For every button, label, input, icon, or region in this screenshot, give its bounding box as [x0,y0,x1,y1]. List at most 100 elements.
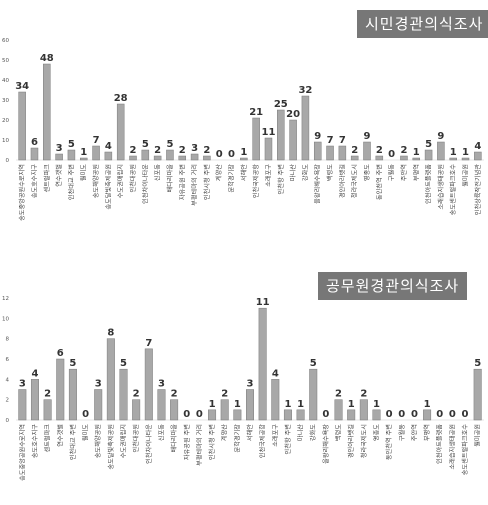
y-tick-label: 40 [2,78,9,84]
x-tick-label: 송도달빛축제공원 [107,424,115,470]
bar [55,153,63,161]
data-label: 1 [240,147,247,158]
data-label: 1 [234,399,241,410]
x-tick-label: 수도권매립지 [120,424,128,458]
bar [271,379,280,421]
y-tick-label: 30 [2,98,9,104]
bar [283,409,292,421]
data-label: 2 [360,389,367,400]
x-tick-label: 월미공원 [462,164,470,187]
x-tick-label: 송도중앙공원수로지역 [18,164,26,221]
x-tick-label: 구월동 [388,164,396,181]
data-label: 7 [327,135,334,146]
data-label: 4 [272,368,279,379]
bar [437,141,445,161]
x-tick-label: 소래습지생태공원 [437,164,445,210]
data-label: 9 [364,131,371,142]
bar [119,368,128,421]
x-tick-label: 강화도 [309,424,317,441]
x-tick-label: 문학경기장 [233,424,241,453]
data-label: 28 [114,93,128,104]
data-label: 5 [474,358,481,369]
data-label: 5 [120,358,127,369]
bar [129,155,137,161]
bar [252,117,260,161]
data-label: 1 [80,147,87,158]
y-tick-label: 0 [6,418,10,424]
bar [208,409,217,421]
x-tick-label: 송도달빛축제공원 [104,164,112,210]
x-tick-label: 인천아트플랫폼 [436,424,444,464]
x-tick-label: 신포동 [154,164,162,181]
x-tick-label: 계양산 [221,424,229,441]
data-label: 11 [262,127,276,138]
bar [233,409,242,421]
x-tick-label: 연수갯벌 [56,424,64,447]
data-label: 0 [322,409,329,420]
bar [92,145,100,161]
bar [132,399,141,421]
x-tick-label: 송도해양공원 [94,424,102,458]
data-label: 0 [411,409,418,420]
x-tick-label: 부평역 [423,424,431,441]
x-tick-label: 인천차이나타운 [141,164,149,204]
data-label: 1 [373,399,380,410]
x-tick-label: 청라국제도시 [360,424,368,458]
bar [116,103,125,161]
data-label: 1 [297,399,304,410]
chart-panel-official-survey: 0246810123송도중앙공원수로지역4송도호수지구2센트럴파크6연수갯벌5인… [2,296,484,481]
bar [106,338,115,421]
x-tick-label: 부평테마의 거리 [195,424,203,466]
x-tick-label: 신포동 [157,424,165,441]
bar [461,157,470,161]
data-label: 4 [474,141,481,152]
data-label: 5 [68,139,75,150]
data-label: 7 [93,135,100,146]
bar [153,155,162,161]
bar [277,109,285,161]
x-tick-label: 인천항 주변 [277,164,285,195]
x-tick-label: 부평역 [412,164,420,181]
y-tick-label: 8 [6,337,10,343]
data-label: 2 [171,389,178,400]
bar [424,149,433,161]
x-tick-label: 송도센트럴파크호수 [461,424,469,476]
y-tick-label: 50 [2,58,9,64]
bar [240,157,248,161]
bar [104,151,113,161]
x-tick-label: 송도호수지구 [31,424,39,458]
bar [94,389,103,421]
x-tick-label: 주안역 [400,164,408,181]
data-label: 5 [310,358,317,369]
x-tick-label: 경인아라뱃길 [347,424,355,458]
bar [18,389,27,421]
x-tick-label: 소래습지생태공원 [448,424,456,470]
x-tick-label: 소래포구 [271,424,279,447]
bar [289,119,297,161]
chart-title-citizen-survey: 시민경관의식조사 [357,10,488,38]
data-label: 1 [348,399,355,410]
bar [412,157,421,161]
bar [170,399,179,421]
data-label: 0 [196,409,203,420]
bar [30,147,39,161]
bar [178,155,187,161]
bar [347,409,356,421]
y-tick-label: 10 [2,138,9,144]
bar [363,141,371,161]
bar [326,145,334,161]
data-label: 9 [314,131,321,142]
x-tick-label: 마니산 [289,164,297,181]
data-label: 3 [19,379,26,390]
data-label: 3 [56,143,63,154]
data-label: 2 [154,145,161,156]
x-tick-label: 인천국제공항 [252,164,260,198]
data-label: 2 [376,145,383,156]
bar [301,95,310,161]
bar [400,155,408,161]
x-tick-label: 인천시청 주변 [203,164,211,200]
data-label: 5 [69,358,76,369]
x-tick-label: 영종도 [372,424,380,441]
data-label: 9 [437,131,444,142]
bar [67,149,76,161]
